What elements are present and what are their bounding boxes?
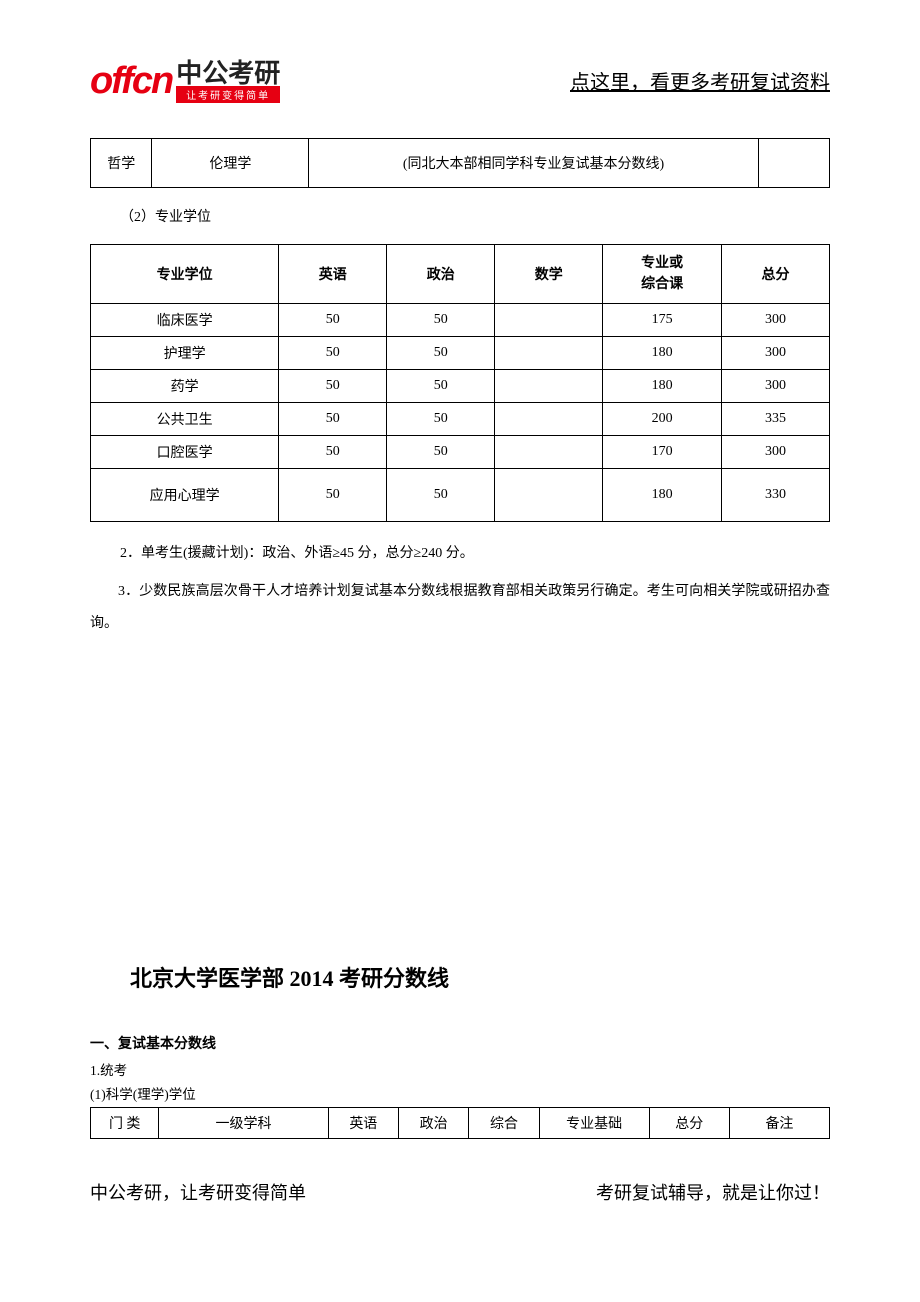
footer-left: 中公考研，让考研变得简单 — [90, 1179, 306, 1205]
table-prodegree: 专业学位 英语 政治 数学 专业或 综合课 总分 临床医学 50 50 175 … — [90, 244, 830, 522]
table-header-row: 门 类 一级学科 英语 政治 综合 专业基础 总分 备注 — [91, 1107, 830, 1138]
logo: offcn 中公考研 让考研变得简单 — [90, 60, 280, 103]
paragraph-note2: 2．单考生(援藏计划)：政治、外语≥45 分，总分≥240 分。 — [120, 538, 830, 570]
col-total: 总分 — [721, 245, 829, 304]
col-discipline: 一级学科 — [159, 1107, 328, 1138]
table-row: 口腔医学 50 50 170 300 — [91, 436, 830, 469]
col-major-basis: 专业基础 — [539, 1107, 649, 1138]
col-english: 英语 — [328, 1107, 398, 1138]
logo-cn-wrap: 中公考研 让考研变得简单 — [176, 60, 280, 103]
col-politics: 政治 — [387, 245, 495, 304]
subheading-prodegree: （2）专业学位 — [120, 206, 830, 226]
col-degree: 专业学位 — [91, 245, 279, 304]
table-header-row: 专业学位 英语 政治 数学 专业或 综合课 总分 — [91, 245, 830, 304]
table-row: 公共卫生 50 50 200 335 — [91, 403, 830, 436]
line-exam: 1.统考 — [90, 1059, 830, 1079]
table-row: 临床医学 50 50 175 300 — [91, 304, 830, 337]
logo-sub: 让考研变得简单 — [176, 86, 280, 103]
col-remark: 备注 — [729, 1107, 829, 1138]
logo-cn: 中公考研 — [176, 60, 280, 86]
col-major: 专业或 综合课 — [603, 245, 722, 304]
table-row: 哲学 伦理学 (同北大本部相同学科专业复试基本分数线) — [91, 139, 830, 188]
section-title-2014: 北京大学医学部 2014 考研分数线 — [130, 961, 830, 993]
cell-category: 哲学 — [91, 139, 152, 188]
paragraph-note3: 3．少数民族高层次骨干人才培养计划复试基本分数线根据教育部相关政策另行确定。考生… — [90, 576, 830, 640]
page-footer: 中公考研，让考研变得简单 考研复试辅导，就是让你过！ — [90, 1179, 830, 1205]
col-math: 数学 — [495, 245, 603, 304]
footer-right: 考研复试辅导，就是让你过！ — [596, 1179, 830, 1205]
page-header: offcn 中公考研 让考研变得简单 点这里，看更多考研复试资料 — [90, 60, 830, 103]
header-link[interactable]: 点这里，看更多考研复试资料 — [570, 66, 830, 95]
cell-note: (同北大本部相同学科专业复试基本分数线) — [309, 139, 758, 188]
line-science-degree: (1)科学(理学)学位 — [90, 1083, 830, 1103]
table-philosophy: 哲学 伦理学 (同北大本部相同学科专业复试基本分数线) — [90, 138, 830, 188]
document-page: offcn 中公考研 让考研变得简单 点这里，看更多考研复试资料 哲学 伦理学 … — [0, 0, 920, 1245]
cell-empty — [758, 139, 830, 188]
col-politics: 政治 — [399, 1107, 469, 1138]
col-comprehensive: 综合 — [469, 1107, 539, 1138]
cell-subject: 伦理学 — [152, 139, 309, 188]
col-english: 英语 — [279, 245, 387, 304]
col-category: 门 类 — [91, 1107, 159, 1138]
table-2014-header: 门 类 一级学科 英语 政治 综合 专业基础 总分 备注 — [90, 1107, 830, 1139]
table-row: 药学 50 50 180 300 — [91, 370, 830, 403]
table-row: 护理学 50 50 180 300 — [91, 337, 830, 370]
col-total: 总分 — [649, 1107, 729, 1138]
logo-en: offcn — [90, 60, 172, 103]
section-heading-baseline: 一、复试基本分数线 — [90, 1033, 830, 1053]
table-row: 应用心理学 50 50 180 330 — [91, 469, 830, 522]
